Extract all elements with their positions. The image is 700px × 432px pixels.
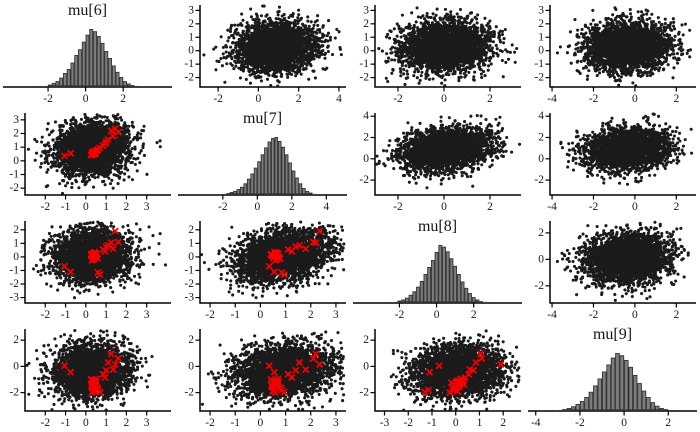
panel-scatter-mu7-vs-mu6: [0, 108, 175, 216]
panel-scatter-mu7-vs-mu9: [525, 108, 700, 216]
scatter-canvas-mu8-mu7: [175, 216, 350, 324]
panel-scatter-mu6-vs-mu8: [350, 0, 525, 108]
panel-hist-mu8: mu[8]: [350, 216, 525, 324]
panel-scatter-mu8-vs-mu9: [525, 216, 700, 324]
scatter-canvas-mu6-mu8: [350, 0, 525, 108]
scatter-canvas-mu7-mu8: [350, 108, 525, 216]
panel-title-mu8: mu[8]: [417, 218, 458, 235]
panel-scatter-mu7-vs-mu8: [350, 108, 525, 216]
histogram-canvas-mu9: [525, 324, 700, 432]
scatter-canvas-mu9-mu7: [175, 324, 350, 432]
panel-hist-mu9: mu[9]: [525, 324, 700, 432]
histogram-canvas-mu6: [0, 0, 175, 108]
panel-title-mu9: mu[9]: [592, 326, 633, 343]
scatter-canvas-mu9-mu8: [350, 324, 525, 432]
panel-scatter-mu8-vs-mu7: [175, 216, 350, 324]
scatter-canvas-mu7-mu9: [525, 108, 700, 216]
panel-scatter-mu9-vs-mu7: [175, 324, 350, 432]
panel-scatter-mu9-vs-mu6: [0, 324, 175, 432]
panel-scatter-mu8-vs-mu6: [0, 216, 175, 324]
scatter-canvas-mu8-mu9: [525, 216, 700, 324]
histogram-canvas-mu7: [175, 108, 350, 216]
panel-scatter-mu9-vs-mu8: [350, 324, 525, 432]
panel-scatter-mu6-vs-mu9: [525, 0, 700, 108]
panel-title-mu7: mu[7]: [242, 110, 283, 127]
scatter-canvas-mu9-mu6: [0, 324, 175, 432]
panel-hist-mu6: mu[6]: [0, 0, 175, 108]
scatter-canvas-mu6-mu9: [525, 0, 700, 108]
scatter-canvas-mu6-mu7: [175, 0, 350, 108]
histogram-canvas-mu8: [350, 216, 525, 324]
scatter-canvas-mu8-mu6: [0, 216, 175, 324]
panel-title-mu6: mu[6]: [67, 2, 108, 19]
scatter-canvas-mu7-mu6: [0, 108, 175, 216]
panel-hist-mu7: mu[7]: [175, 108, 350, 216]
panel-scatter-mu6-vs-mu7: [175, 0, 350, 108]
